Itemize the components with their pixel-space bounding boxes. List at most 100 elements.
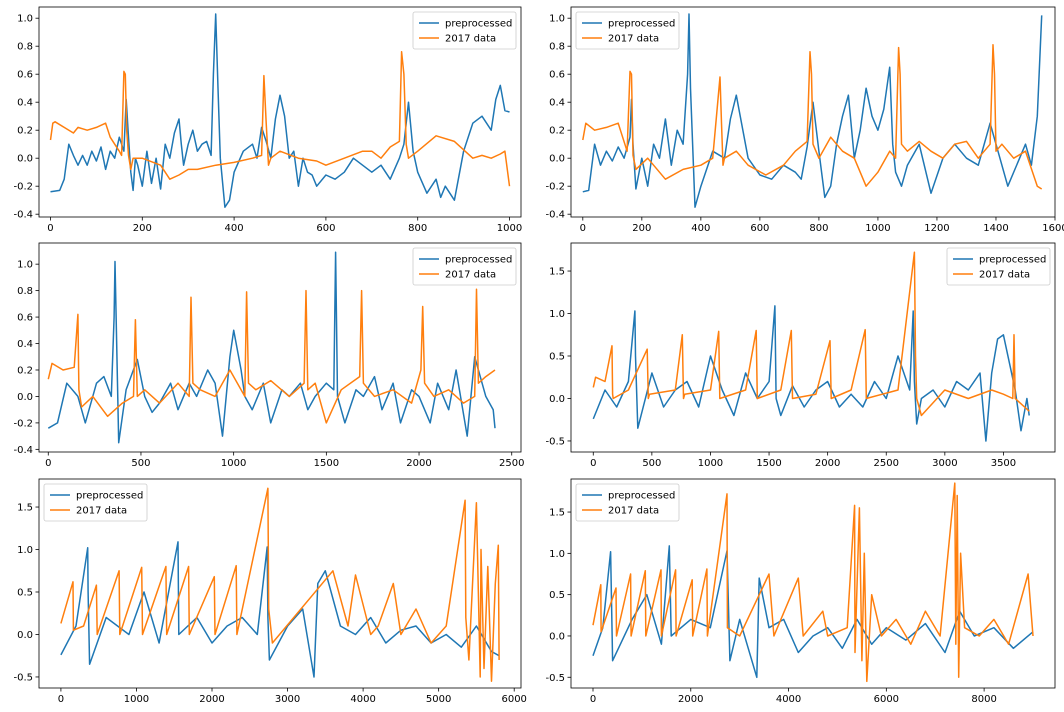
legend-box (575, 483, 680, 522)
y-tick-label: 0.8 (549, 42, 565, 53)
y-tick-label: 0.8 (17, 42, 33, 53)
legend-box (43, 483, 148, 522)
y-tick-label: -0.2 (13, 182, 33, 193)
y-tick-label: 0.8 (17, 286, 33, 297)
y-tick-label: 0.0 (17, 630, 33, 641)
legend-label-preprocessed: preprocessed (608, 19, 675, 30)
y-tick-label: 1.0 (17, 14, 33, 25)
x-tick-label: 1000 (221, 458, 246, 469)
y-tick-label: -0.2 (13, 418, 33, 429)
x-tick-label: 500 (131, 458, 150, 469)
x-tick-label: 2000 (815, 458, 840, 469)
y-tick-label: -0.4 (13, 210, 33, 221)
chart-panel-top-right: 0 200 400 600 800 1000 1200 1400 1600 -0.4 -0.2 0.0… (545, 6, 1064, 234)
plot-frame (570, 6, 1056, 218)
x-tick-label: 1000 (124, 694, 149, 705)
y-tick-label: 0.4 (549, 98, 565, 109)
chart-panel-bottom-right: 0 2000 4000 6000 8000 -0.5 0.0 0.5 1.0 1.5 preproc… (545, 478, 1056, 705)
y-tick-label: 1.0 (549, 309, 565, 320)
series-line-2017-data (582, 44, 1043, 190)
x-tick-label: 6000 (501, 694, 526, 705)
y-tick-label: -0.4 (545, 210, 565, 221)
y-tick-label: 0.0 (17, 392, 33, 403)
series-line-preprocessed (582, 13, 1043, 208)
series-line-2017-data (49, 51, 511, 187)
y-tick-label: 0.5 (17, 587, 33, 598)
y-tick-label: -0.5 (545, 673, 565, 684)
y-tick-label: 0.5 (549, 590, 565, 601)
y-tick-label: 1.0 (17, 545, 33, 556)
series-line-preprocessed (60, 541, 500, 678)
y-tick-label: 0.0 (549, 631, 565, 642)
y-tick-label: -0.5 (13, 672, 33, 683)
legend-label-preprocessed: preprocessed (979, 255, 1046, 266)
x-tick-label: 0 (47, 223, 53, 234)
plot-frame (38, 478, 522, 689)
chart-panel-middle-right: 0 500 1000 1500 2000 2500 3000 3500 -0.5 0.0 0.5 1.… (545, 242, 1056, 469)
chart-panel-middle-left: 0 500 1000 1500 2000 2500 -0.4 -0.2 0.0 0.2 0.4 0.6… (13, 242, 524, 469)
y-tick-label: 0.6 (17, 313, 33, 324)
x-tick-label: 600 (750, 223, 769, 234)
x-tick-label: 1600 (1042, 223, 1064, 234)
legend-box (946, 247, 1051, 286)
legend-label-preprocessed: preprocessed (76, 491, 143, 502)
legend-label-2017-data: 2017 data (76, 506, 127, 517)
y-tick-label: 1.0 (549, 14, 565, 25)
legend-label-2017-data: 2017 data (445, 270, 496, 281)
x-tick-label: 0 (45, 458, 51, 469)
y-tick-label: 0.2 (17, 365, 33, 376)
series-line-preprocessed (592, 305, 1030, 442)
y-tick-label: 1.5 (549, 508, 565, 519)
chart-panel-top-left: 0 200 400 600 800 1000 -0.4 -0.2 0.0 0.2 0.4 0.6 0.8… (13, 6, 522, 234)
x-tick-label: 8000 (971, 694, 996, 705)
x-tick-label: 800 (809, 223, 828, 234)
x-tick-label: 3000 (932, 458, 957, 469)
y-tick-label: 0.6 (549, 70, 565, 81)
legend: preprocessed 2017 data (412, 11, 517, 50)
legend-label-2017-data: 2017 data (608, 34, 659, 45)
x-tick-label: 2000 (406, 458, 431, 469)
x-tick-label: 4000 (350, 694, 375, 705)
x-tick-label: 600 (316, 223, 335, 234)
x-tick-label: 6000 (874, 694, 899, 705)
y-tick-label: 1.5 (549, 267, 565, 278)
legend-label-2017-data: 2017 data (979, 270, 1030, 281)
plot-frame (570, 242, 1056, 453)
x-tick-label: 3500 (991, 458, 1016, 469)
legend-label-preprocessed: preprocessed (608, 491, 675, 502)
series-line-preprocessed (592, 545, 1034, 679)
plot-frame (38, 6, 522, 218)
legend: preprocessed 2017 data (946, 247, 1051, 286)
y-tick-label: 0.0 (549, 154, 565, 165)
y-tick-label: 0.6 (17, 70, 33, 81)
y-tick-label: 1.0 (17, 260, 33, 271)
x-tick-label: 200 (632, 223, 651, 234)
x-tick-label: 4000 (776, 694, 801, 705)
series-line-preprocessed (47, 251, 496, 444)
legend-box (412, 11, 517, 50)
legend-label-2017-data: 2017 data (445, 34, 496, 45)
legend: preprocessed 2017 data (412, 247, 517, 286)
series-line-2017-data (592, 251, 1030, 417)
legend-label-2017-data: 2017 data (608, 506, 659, 517)
y-tick-label: 0.4 (17, 339, 33, 350)
x-tick-label: 1000 (497, 223, 522, 234)
plot-frame (38, 242, 522, 453)
x-tick-label: 1500 (314, 458, 339, 469)
y-tick-label: 1.0 (549, 549, 565, 560)
x-tick-label: 2500 (499, 458, 524, 469)
x-tick-label: 5000 (426, 694, 451, 705)
x-tick-label: 500 (642, 458, 661, 469)
plot-frame (570, 478, 1056, 689)
series-line-2017-data (47, 288, 496, 424)
x-tick-label: 400 (225, 223, 244, 234)
y-tick-label: 0.2 (549, 126, 565, 137)
y-tick-label: 0.0 (17, 154, 33, 165)
y-tick-label: -0.4 (13, 445, 33, 456)
y-tick-label: 1.5 (17, 503, 33, 514)
x-tick-label: 3000 (275, 694, 300, 705)
chart-panel-bottom-left: 0 1000 2000 3000 4000 5000 6000 -0.5 0.0 0.5 1.0 1.… (13, 478, 527, 705)
x-tick-label: 0 (590, 458, 596, 469)
legend: preprocessed 2017 data (43, 483, 148, 522)
